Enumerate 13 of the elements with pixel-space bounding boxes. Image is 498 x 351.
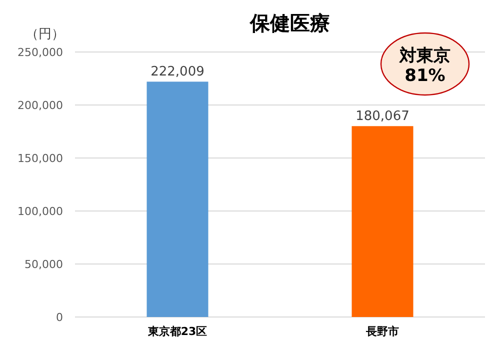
data-label: 180,067 bbox=[356, 109, 410, 124]
x-tick-label: 長野市 bbox=[365, 325, 399, 338]
chart-title: 保健医療 bbox=[249, 11, 330, 35]
annotation: 対東京 81% bbox=[398, 46, 450, 86]
y-tick-label: 250,000 bbox=[18, 46, 63, 59]
y-axis-title: （円） bbox=[26, 27, 64, 42]
data-label: 222,009 bbox=[150, 64, 204, 80]
x-tick-label: 東京都23区 bbox=[146, 325, 208, 338]
y-tick-label: 50,000 bbox=[24, 258, 63, 271]
y-tick-label: 0 bbox=[56, 311, 63, 324]
y-tick-label: 200,000 bbox=[18, 99, 63, 112]
y-tick-label: 100,000 bbox=[18, 205, 63, 218]
y-tick-label: 150,000 bbox=[18, 152, 63, 165]
